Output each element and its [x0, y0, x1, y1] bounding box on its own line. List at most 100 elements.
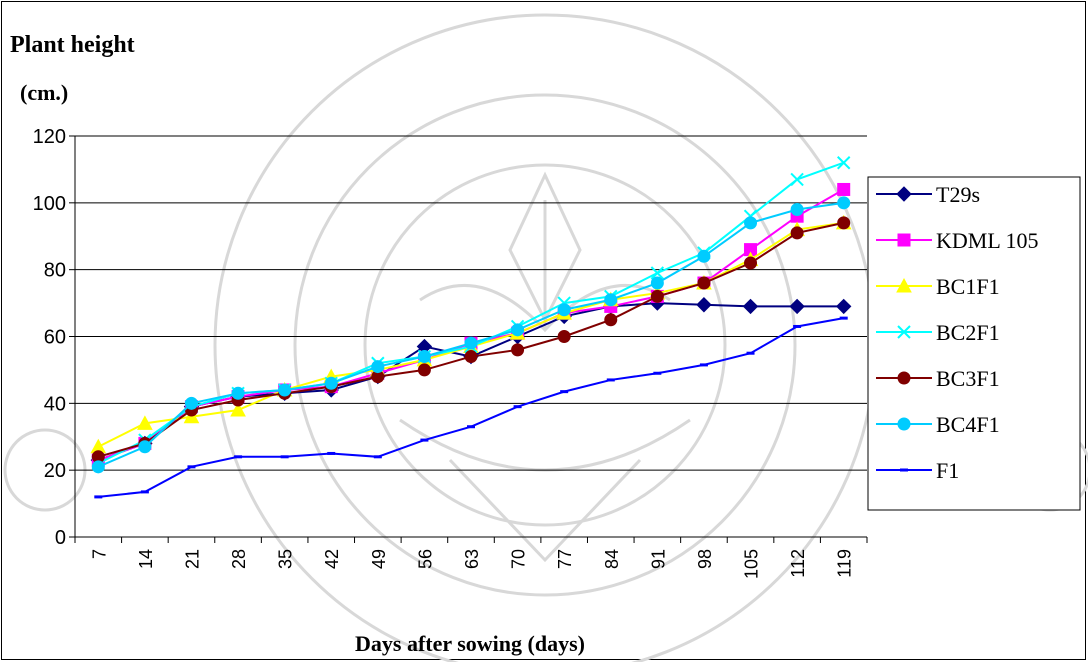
legend-label: KDML 105 — [936, 228, 1038, 253]
data-point-f1 — [373, 455, 382, 459]
data-point-bc4f1 — [231, 386, 245, 400]
legend-marker — [896, 277, 912, 293]
data-point-bc4f1 — [91, 460, 105, 474]
legend-marker — [896, 186, 912, 202]
x-axis-ticks: 7 14 21 28 35 42 49 56 63 70 77 84 91 98 105 112 119 — [74, 537, 868, 579]
data-point-bc3f1 — [604, 313, 618, 327]
data-point-bc4f1 — [511, 323, 525, 337]
legend-label: F1 — [936, 458, 959, 483]
data-point-bc2f1 — [790, 172, 804, 187]
data-point-bc4f1 — [324, 376, 338, 390]
series-f1 — [94, 316, 848, 499]
data-point-f1 — [94, 495, 103, 499]
data-point-bc4f1 — [650, 276, 664, 290]
data-point-bc3f1 — [744, 256, 758, 270]
y-tick-label: 20 — [44, 460, 66, 482]
data-point-bc4f1 — [138, 440, 152, 454]
series-kdml-105 — [91, 182, 851, 467]
y-tick-label: 100 — [33, 193, 66, 215]
data-point-bc4f1 — [697, 249, 711, 263]
legend-item-bc1f1: BC1F1 — [876, 274, 1000, 299]
x-tick-label: 56 — [415, 549, 435, 569]
data-point-bc4f1 — [464, 336, 478, 350]
legend-label: BC4F1 — [936, 412, 1000, 437]
legend-marker — [897, 371, 911, 385]
x-tick-label: 7 — [89, 549, 109, 559]
x-tick-label: 84 — [602, 549, 622, 569]
data-point-f1 — [839, 316, 848, 320]
data-point-f1 — [187, 465, 196, 469]
data-point-bc3f1 — [511, 343, 525, 357]
data-point-bc4f1 — [278, 383, 292, 397]
y-axis-label: (cm.) — [20, 80, 68, 105]
series-line-bc1f1 — [97, 221, 844, 448]
data-point-bc2f1-stroke — [836, 156, 851, 170]
data-point-f1 — [327, 451, 336, 455]
series-bc2f1 — [91, 156, 851, 471]
series-t29s — [90, 295, 852, 468]
legend-item-bc4f1: BC4F1 — [876, 412, 1000, 437]
legend-marker — [897, 417, 911, 431]
data-point-f1 — [560, 390, 569, 394]
data-point-t29s — [742, 298, 759, 315]
data-point-bc3f1 — [697, 276, 711, 290]
y-tick-label: 80 — [44, 260, 66, 282]
y-tick-label: 60 — [44, 327, 66, 349]
legend-marker — [897, 325, 911, 339]
series-line-bc2f1 — [97, 161, 845, 465]
data-point-bc3f1 — [417, 363, 431, 377]
data-point-bc4f1 — [371, 360, 385, 374]
data-point-bc2f1-stroke — [650, 266, 665, 280]
legend-item-t29s: T29s — [876, 182, 980, 207]
series-bc1f1 — [90, 214, 852, 454]
data-point-kdml-105 — [837, 182, 851, 196]
x-tick-label: 35 — [276, 549, 296, 569]
x-tick-label: 28 — [229, 549, 249, 569]
series-bc4f1 — [91, 196, 851, 474]
x-tick-label: 42 — [322, 549, 342, 569]
x-tick-label: 70 — [509, 549, 529, 569]
data-point-f1 — [420, 438, 429, 442]
data-point-t29s — [835, 298, 852, 315]
data-point-bc3f1 — [464, 350, 478, 364]
legend: T29s KDML 105 BC1F1 BC2F1 BC3F1 BC4F1 F1 — [876, 182, 1038, 483]
x-axis-label: Days after sowing (days) — [355, 631, 585, 656]
x-tick-label: 98 — [695, 549, 715, 569]
data-point-bc4f1 — [184, 396, 198, 410]
x-tick-label: 21 — [182, 549, 202, 569]
data-point-f1 — [653, 371, 662, 375]
data-point-f1 — [140, 490, 149, 494]
series-line-t29s — [97, 302, 844, 462]
data-point-bc2f1 — [836, 156, 851, 170]
data-point-t29s — [789, 298, 805, 315]
x-tick-label: 77 — [555, 549, 575, 569]
data-point-f1 — [699, 363, 708, 367]
data-point-bc4f1 — [837, 196, 851, 210]
y-tick-label: 0 — [55, 527, 66, 549]
series-layer — [90, 156, 852, 499]
data-point-bc1f1 — [137, 415, 153, 430]
data-point-bc4f1 — [790, 203, 804, 217]
legend-item-kdml-105: KDML 105 — [876, 228, 1038, 253]
data-point-bc4f1 — [417, 350, 431, 364]
data-point-t29s — [696, 297, 712, 313]
x-tick-label: 119 — [835, 549, 855, 578]
x-tick-label: 49 — [369, 549, 389, 569]
data-point-bc2f1 — [650, 266, 665, 280]
data-point-f1 — [746, 351, 755, 355]
x-tick-label: 91 — [648, 549, 668, 569]
data-point-f1 — [513, 405, 522, 409]
data-point-bc4f1 — [557, 303, 571, 317]
legend-item-bc3f1: BC3F1 — [876, 366, 1000, 391]
legend-label: BC2F1 — [936, 320, 1000, 345]
legend-label: T29s — [936, 182, 980, 207]
y-axis-ticks: 0 20 40 60 80 100 120 — [33, 126, 75, 549]
data-point-bc3f1 — [650, 289, 664, 303]
legend-marker — [897, 233, 911, 247]
y-tick-label: 40 — [44, 393, 66, 415]
legend-label: BC3F1 — [936, 366, 1000, 391]
data-point-bc3f1 — [837, 216, 851, 230]
data-point-bc4f1 — [744, 216, 758, 230]
legend-label: BC1F1 — [936, 274, 1000, 299]
legend-item-f1: F1 — [876, 458, 959, 483]
